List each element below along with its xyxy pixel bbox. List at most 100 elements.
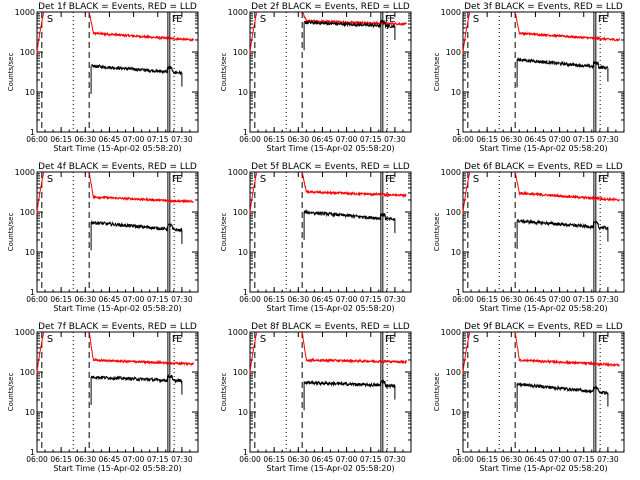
y-tick-label: 1000 [441, 168, 461, 177]
red-series-plateau [88, 11, 194, 42]
y-axis-label: Counts/sec [220, 373, 228, 412]
chart-title: Det 1f BLACK = Events, RED = LLD [38, 2, 197, 12]
x-tick-label: 07:15 [360, 135, 382, 144]
marker-label-s: S [473, 14, 479, 25]
chart-panel-8: Det 8f BLACK = Events, RED = LLD 1 10 100 10… [220, 322, 412, 473]
y-tick-label: 1 [456, 448, 461, 457]
red-series-spike [462, 331, 471, 374]
x-tick-label: 06:15 [476, 135, 498, 144]
x-axis-label: Start Time (15-Apr-02 05:58:20) [53, 464, 181, 473]
marker-label-f: F [385, 334, 391, 345]
black-series-events [303, 379, 396, 389]
x-tick-label: 07:30 [597, 295, 619, 304]
x-tick-label: 06:15 [263, 455, 285, 464]
x-tick-label: 06:00 [239, 455, 261, 464]
y-axis-label: Counts/sec [220, 53, 228, 92]
red-series-spike [36, 331, 45, 374]
red-series-plateau [514, 12, 620, 42]
y-tick-label: 1000 [441, 328, 461, 337]
y-tick-label: 100 [233, 48, 248, 57]
x-tick-label: 06:30 [74, 455, 96, 464]
x-tick-label: 06:15 [50, 135, 72, 144]
x-tick-label: 07:15 [147, 455, 169, 464]
x-tick-label: 07:00 [123, 455, 145, 464]
y-tick-label: 10 [451, 248, 461, 257]
x-tick-label: 07:30 [171, 135, 193, 144]
x-tick-label: 07:00 [549, 295, 571, 304]
y-tick-label: 100 [446, 48, 461, 57]
marker-label-s: S [260, 334, 266, 345]
red-series-spike [462, 171, 471, 214]
red-series-plateau [514, 171, 620, 203]
y-tick-label: 100 [20, 368, 35, 377]
chart-title: Det 2f BLACK = Events, RED = LLD [251, 2, 410, 12]
y-tick-label: 1 [30, 128, 35, 137]
chart-title: Det 3f BLACK = Events, RED = LLD [464, 2, 623, 12]
marker-label-s: S [260, 14, 266, 25]
x-tick-label: 06:30 [287, 455, 309, 464]
marker-label-s: S [473, 174, 479, 185]
marker-label-f: F [172, 14, 178, 25]
x-tick-label: 06:30 [500, 455, 522, 464]
x-tick-label: 06:30 [287, 135, 309, 144]
x-tick-label: 06:30 [74, 295, 96, 304]
chart-panel-3: Det 3f BLACK = Events, RED = LLD 1 10 100 10… [433, 2, 625, 153]
x-tick-label: 07:15 [573, 455, 595, 464]
x-tick-label: 06:45 [99, 295, 121, 304]
y-tick-label: 100 [233, 208, 248, 217]
y-tick-label: 10 [451, 408, 461, 417]
x-tick-label: 07:15 [360, 455, 382, 464]
red-series-spike [249, 331, 258, 374]
marker-label-e: E [176, 174, 182, 185]
marker-label-f: F [385, 174, 391, 185]
marker-label-e: E [176, 334, 182, 345]
red-series-spike [249, 171, 258, 214]
y-axis-label: Counts/sec [7, 213, 15, 252]
x-tick-label: 07:00 [336, 135, 358, 144]
marker-label-s: S [47, 174, 53, 185]
x-tick-label: 06:00 [452, 295, 474, 304]
y-tick-label: 10 [25, 248, 35, 257]
red-series-plateau [301, 172, 407, 199]
x-tick-label: 07:30 [171, 455, 193, 464]
y-tick-label: 100 [20, 48, 35, 57]
x-tick-label: 06:45 [525, 455, 547, 464]
red-series-spike [249, 11, 258, 54]
chart-panel-7: Det 7f BLACK = Events, RED = LLD 1 10 100 10… [7, 322, 199, 473]
chart-title: Det 7f BLACK = Events, RED = LLD [38, 322, 197, 332]
x-tick-label: 06:30 [500, 295, 522, 304]
y-tick-label: 1000 [15, 328, 35, 337]
x-tick-label: 07:30 [597, 455, 619, 464]
red-series-plateau [514, 331, 620, 368]
black-series-events [516, 56, 609, 71]
x-tick-label: 07:00 [336, 295, 358, 304]
x-tick-label: 07:15 [360, 295, 382, 304]
marker-label-e: E [389, 174, 395, 185]
x-tick-label: 06:45 [525, 295, 547, 304]
marker-label-s: S [473, 334, 479, 345]
x-tick-label: 07:00 [123, 295, 145, 304]
marker-label-f: F [598, 334, 604, 345]
marker-label-f: F [385, 14, 391, 25]
x-tick-label: 07:30 [597, 135, 619, 144]
x-axis-label: Start Time (15-Apr-02 05:58:20) [53, 144, 181, 153]
x-tick-label: 06:15 [50, 295, 72, 304]
x-tick-label: 07:00 [336, 455, 358, 464]
x-tick-label: 07:15 [573, 135, 595, 144]
marker-label-e: E [389, 334, 395, 345]
x-axis-label: Start Time (15-Apr-02 05:58:20) [266, 144, 394, 153]
x-tick-label: 06:00 [452, 135, 474, 144]
x-axis-label: Start Time (15-Apr-02 05:58:20) [266, 464, 394, 473]
x-tick-label: 06:15 [476, 295, 498, 304]
marker-label-f: F [172, 334, 178, 345]
y-tick-label: 10 [238, 88, 248, 97]
y-axis-label: Counts/sec [433, 53, 441, 92]
x-axis-label: Start Time (15-Apr-02 05:58:20) [479, 144, 607, 153]
y-tick-label: 10 [238, 408, 248, 417]
chart-title: Det 8f BLACK = Events, RED = LLD [251, 322, 410, 332]
x-tick-label: 07:30 [384, 455, 406, 464]
red-series-spike [36, 11, 45, 54]
marker-label-f: F [598, 14, 604, 25]
marker-label-e: E [602, 174, 608, 185]
